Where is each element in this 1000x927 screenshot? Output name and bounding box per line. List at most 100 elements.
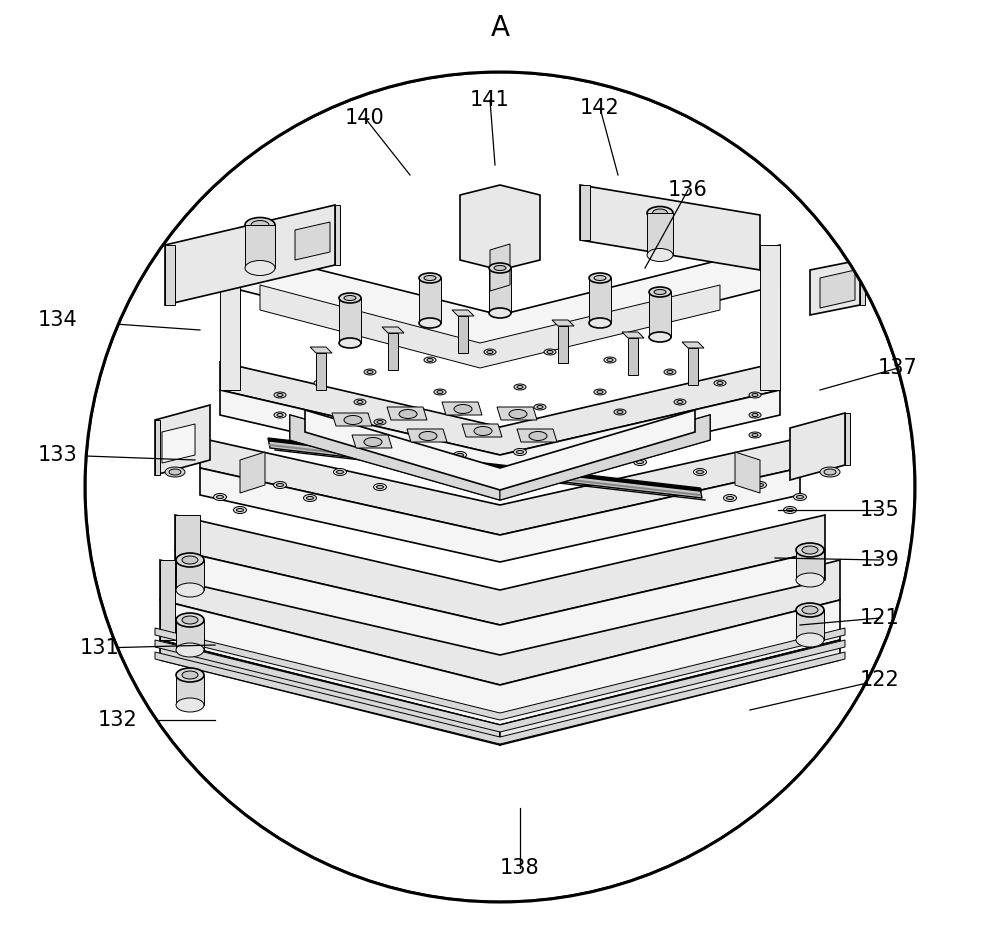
Ellipse shape (237, 509, 244, 512)
Ellipse shape (437, 390, 443, 393)
Ellipse shape (487, 350, 493, 353)
Polygon shape (589, 278, 611, 323)
Ellipse shape (377, 421, 383, 424)
Polygon shape (245, 225, 275, 268)
Polygon shape (155, 652, 845, 744)
Ellipse shape (509, 410, 527, 418)
Ellipse shape (339, 338, 361, 348)
Polygon shape (490, 244, 510, 291)
Polygon shape (200, 438, 800, 535)
Polygon shape (175, 550, 825, 655)
Polygon shape (305, 410, 695, 490)
Polygon shape (462, 424, 502, 437)
Ellipse shape (169, 469, 181, 475)
Polygon shape (558, 326, 568, 363)
Ellipse shape (576, 453, 584, 456)
Ellipse shape (454, 409, 466, 415)
Polygon shape (220, 362, 780, 455)
Ellipse shape (752, 413, 758, 416)
Polygon shape (796, 550, 824, 580)
Polygon shape (497, 407, 537, 420)
Ellipse shape (534, 404, 546, 410)
Polygon shape (452, 310, 474, 316)
Ellipse shape (277, 413, 283, 416)
Text: 136: 136 (668, 180, 708, 200)
Text: 133: 133 (38, 445, 78, 465)
Ellipse shape (454, 451, 466, 459)
Polygon shape (580, 185, 590, 240)
Ellipse shape (584, 476, 596, 482)
Ellipse shape (182, 616, 198, 624)
Ellipse shape (637, 461, 644, 464)
Polygon shape (352, 435, 392, 448)
Text: 132: 132 (98, 710, 138, 730)
Ellipse shape (786, 509, 794, 512)
Polygon shape (388, 333, 398, 370)
Ellipse shape (399, 410, 417, 418)
Ellipse shape (364, 438, 382, 447)
Ellipse shape (182, 671, 198, 679)
Ellipse shape (796, 496, 804, 499)
Polygon shape (295, 222, 330, 260)
Polygon shape (688, 348, 698, 385)
Ellipse shape (796, 573, 824, 587)
Ellipse shape (396, 461, 404, 464)
Ellipse shape (674, 399, 686, 405)
Ellipse shape (339, 293, 361, 303)
Ellipse shape (820, 467, 840, 477)
Polygon shape (580, 185, 760, 270)
Ellipse shape (216, 496, 224, 499)
Ellipse shape (784, 506, 796, 514)
Ellipse shape (649, 332, 671, 342)
Polygon shape (155, 420, 160, 475)
Polygon shape (165, 245, 175, 305)
Polygon shape (155, 628, 845, 720)
Polygon shape (332, 413, 372, 426)
Ellipse shape (796, 633, 824, 647)
Polygon shape (735, 452, 760, 493)
Ellipse shape (297, 434, 303, 437)
Polygon shape (339, 298, 361, 343)
Ellipse shape (317, 382, 323, 385)
Ellipse shape (245, 260, 275, 275)
Ellipse shape (802, 546, 818, 554)
Polygon shape (682, 342, 704, 348)
Ellipse shape (516, 474, 524, 476)
Ellipse shape (656, 486, 664, 489)
Ellipse shape (419, 431, 437, 440)
Ellipse shape (456, 453, 464, 456)
Polygon shape (160, 600, 840, 725)
Polygon shape (647, 213, 673, 255)
Ellipse shape (654, 484, 666, 490)
Ellipse shape (516, 451, 524, 453)
Polygon shape (649, 292, 671, 337)
Ellipse shape (306, 497, 314, 500)
Ellipse shape (245, 218, 275, 233)
Ellipse shape (214, 493, 226, 501)
Text: 139: 139 (860, 550, 900, 570)
Ellipse shape (757, 484, 764, 487)
Ellipse shape (474, 426, 492, 436)
Ellipse shape (694, 419, 706, 425)
Ellipse shape (344, 296, 356, 300)
Ellipse shape (424, 357, 436, 363)
Polygon shape (442, 402, 482, 415)
Text: 135: 135 (860, 500, 900, 520)
Ellipse shape (594, 389, 606, 395)
Polygon shape (796, 610, 824, 640)
Ellipse shape (794, 493, 806, 501)
Ellipse shape (424, 275, 436, 281)
Ellipse shape (357, 400, 363, 403)
Polygon shape (500, 415, 710, 500)
Text: 141: 141 (470, 90, 510, 110)
Ellipse shape (664, 369, 676, 375)
Text: 140: 140 (345, 108, 385, 128)
Ellipse shape (176, 698, 204, 712)
Text: 138: 138 (500, 858, 540, 878)
Ellipse shape (796, 543, 824, 557)
Ellipse shape (374, 484, 386, 490)
Ellipse shape (696, 471, 704, 474)
Ellipse shape (176, 643, 204, 657)
Ellipse shape (752, 434, 758, 437)
Polygon shape (760, 245, 780, 390)
